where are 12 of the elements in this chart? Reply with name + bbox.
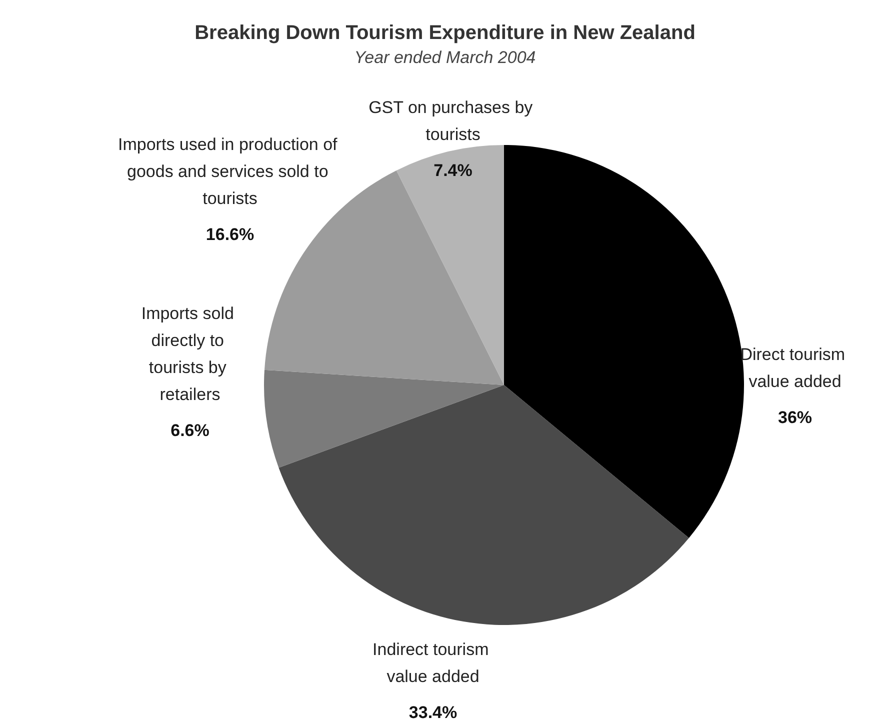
data-label: 7.4% <box>434 161 472 180</box>
data-label: 33.4% <box>408 703 458 722</box>
slice-label: Indirect tourism value added <box>372 640 494 686</box>
slice-label: Imports sold directly to tourists by retailers <box>141 304 239 404</box>
data-label: 36% <box>778 408 812 427</box>
data-label: 16.6% <box>206 225 254 244</box>
data-label: 6.6% <box>170 421 210 440</box>
slice-label: GST on purchases by tourists <box>368 98 538 144</box>
chart-subtitle: Year ended March 2004 <box>354 48 536 67</box>
slice-label: Direct tourism value added <box>740 345 850 391</box>
chart-title: Breaking Down Tourism Expenditure in New Zealand <box>194 22 696 44</box>
slice-label: Imports used in production of goods and services sold to tourists <box>118 135 342 208</box>
